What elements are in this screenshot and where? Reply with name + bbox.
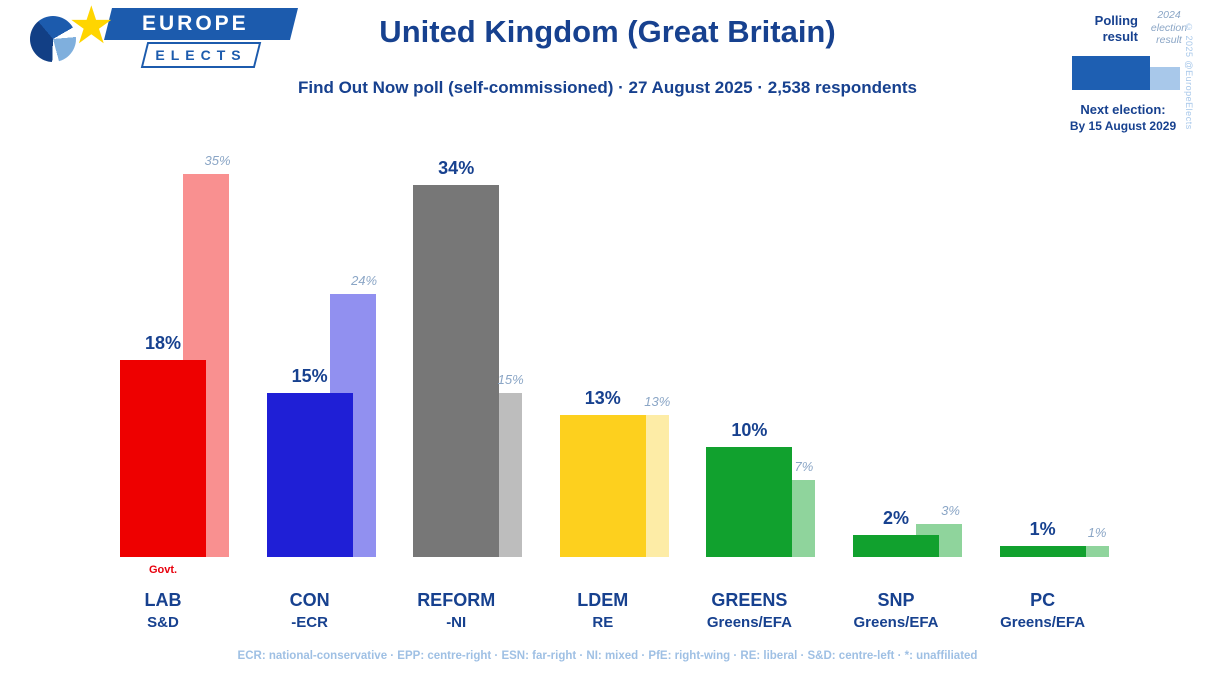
logo-star-icon: ★ [68, 0, 115, 55]
poll-bar [999, 546, 1086, 557]
election-bar [1062, 546, 1109, 557]
logo-pie-icon [30, 16, 76, 62]
next-election-date: By 15 August 2029 [1069, 119, 1177, 133]
footer-glossary: ECR: national-conservative · EPP: centre… [237, 650, 978, 662]
poll-bar [120, 360, 206, 557]
legend-election-swatch [1150, 67, 1180, 90]
legend-bars [1072, 56, 1192, 90]
logo-banner-top: EUROPE [104, 8, 298, 40]
poll-value-label: 2% [882, 508, 909, 528]
election-value-label: 35% [204, 153, 231, 168]
election-value-label: 24% [351, 273, 378, 288]
poll-bar [853, 535, 939, 557]
party-group: S&D [147, 614, 179, 631]
poll-value-label: 15% [291, 366, 328, 386]
party-group: Greens/EFA [853, 614, 939, 631]
poll-value-label: 18% [144, 333, 182, 353]
party-group: -ECR [291, 614, 328, 631]
legend-polling-label: Polling result [1094, 13, 1138, 44]
election-value-label: 3% [941, 503, 960, 518]
copyright-text: © 2025 @EuropeElects [1184, 22, 1194, 130]
poll-bar [706, 447, 793, 557]
poll-bar [559, 415, 646, 557]
poll-bar [413, 185, 500, 557]
poll-value-label: 1% [1029, 519, 1056, 539]
legend-polling-swatch [1072, 56, 1150, 90]
poll-subtitle: Find Out Now poll (self-commissioned) · … [297, 78, 918, 97]
party-abbr: CON [289, 590, 330, 610]
govt-note: Govt. [148, 564, 178, 576]
logo-text-europe: EUROPE [142, 12, 249, 35]
election-value-label: 1% [1087, 525, 1107, 540]
party-group: Greens/EFA [706, 614, 792, 631]
legend-election-label: 2024 election result [1150, 9, 1188, 47]
poll-value-label: 10% [731, 420, 768, 440]
party-abbr: LDEM [577, 590, 629, 610]
party-group: -NI [446, 614, 467, 631]
poll-bar [266, 393, 353, 557]
europe-elects-logo: ★ EUROPE ELECTS [28, 0, 298, 70]
poll-value-label: 13% [584, 388, 621, 408]
logo-text-elects: ELECTS [155, 47, 247, 63]
election-value-label: 15% [497, 372, 524, 387]
election-value-label: 7% [794, 459, 814, 474]
party-group: RE [592, 614, 614, 631]
page-title: United Kingdom (Great Britain) [379, 14, 836, 49]
party-abbr: GREENS [711, 590, 788, 610]
party-group: Greens/EFA [1000, 614, 1086, 631]
poll-value-label: 34% [438, 158, 475, 178]
party-abbr: LAB [144, 590, 182, 610]
party-abbr: SNP [877, 590, 915, 610]
next-election-label: Next election: [1080, 102, 1166, 117]
party-abbr: REFORM [417, 590, 496, 610]
election-value-label: 13% [644, 394, 671, 409]
party-abbr: PC [1030, 590, 1056, 610]
logo-banner-bottom: ELECTS [140, 42, 262, 68]
